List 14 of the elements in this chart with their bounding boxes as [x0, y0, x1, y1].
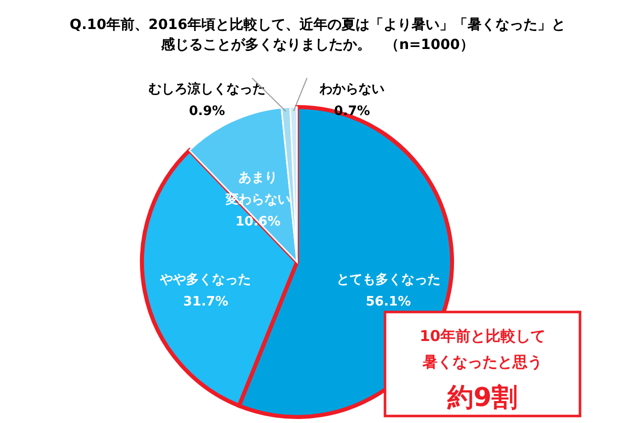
slice-label: わからない	[318, 82, 384, 97]
text: 約9割	[446, 383, 518, 413]
data-label: 0.9%	[188, 104, 226, 119]
text: 暑くなったと思う	[422, 353, 542, 371]
slice-label: やや多くなった	[159, 272, 252, 288]
data-label: 31.7%	[183, 294, 228, 310]
pie-slice	[188, 107, 298, 263]
data-label: 56.1%	[366, 294, 411, 310]
slice-label: むしろ涼しくなった	[148, 81, 266, 97]
text: Q.10年前、2016年頃と比較して、近年の夏は「より暑い」「暑くなった」と	[70, 17, 566, 33]
text: 感じることが多くなりましたか。 （n=1000）	[161, 37, 474, 53]
slice-label: とても多くなった	[336, 272, 440, 288]
data-label: 0.7%	[334, 104, 370, 119]
text: 10年前と比較して	[420, 327, 546, 345]
